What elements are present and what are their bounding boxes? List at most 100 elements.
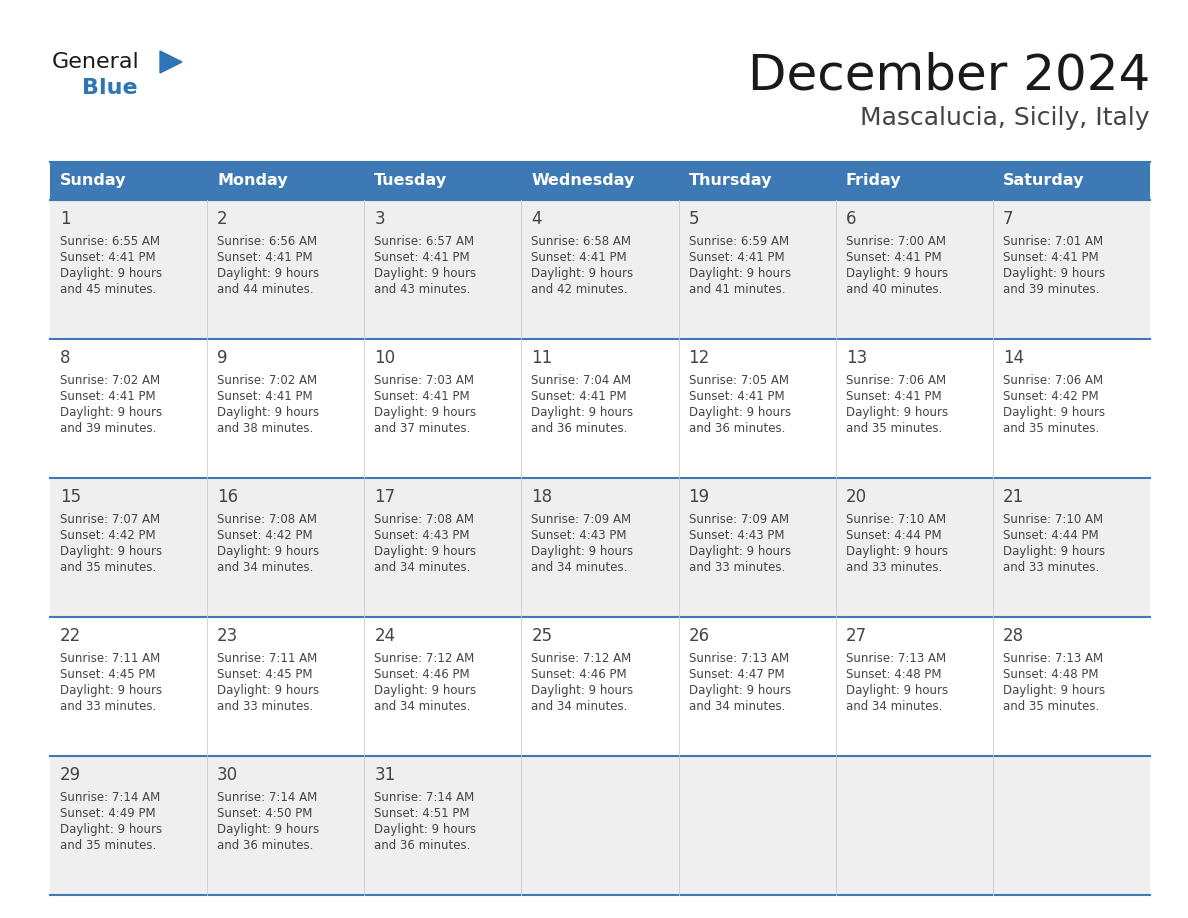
Bar xyxy=(50,617,1150,756)
Text: Daylight: 9 hours: Daylight: 9 hours xyxy=(61,406,162,419)
Bar xyxy=(50,478,1150,617)
Text: and 36 minutes.: and 36 minutes. xyxy=(531,422,627,435)
Text: 1: 1 xyxy=(61,210,70,228)
Text: Sunset: 4:51 PM: Sunset: 4:51 PM xyxy=(374,807,469,820)
Text: and 37 minutes.: and 37 minutes. xyxy=(374,422,470,435)
Text: 7: 7 xyxy=(1003,210,1013,228)
Text: and 33 minutes.: and 33 minutes. xyxy=(217,700,314,713)
Text: Sunrise: 7:07 AM: Sunrise: 7:07 AM xyxy=(61,513,160,526)
Text: Sunset: 4:41 PM: Sunset: 4:41 PM xyxy=(374,251,470,264)
Bar xyxy=(835,162,993,200)
Text: Sunset: 4:45 PM: Sunset: 4:45 PM xyxy=(61,668,156,681)
Text: 25: 25 xyxy=(531,627,552,645)
Bar xyxy=(522,162,678,200)
Text: Sunset: 4:47 PM: Sunset: 4:47 PM xyxy=(689,668,784,681)
Text: Daylight: 9 hours: Daylight: 9 hours xyxy=(689,545,791,558)
Text: Daylight: 9 hours: Daylight: 9 hours xyxy=(217,823,320,836)
Text: 22: 22 xyxy=(61,627,81,645)
Text: Sunrise: 6:57 AM: Sunrise: 6:57 AM xyxy=(374,235,474,248)
Text: 10: 10 xyxy=(374,349,396,367)
Text: and 38 minutes.: and 38 minutes. xyxy=(217,422,314,435)
Text: and 33 minutes.: and 33 minutes. xyxy=(846,561,942,574)
Text: Sunset: 4:48 PM: Sunset: 4:48 PM xyxy=(846,668,941,681)
Text: and 33 minutes.: and 33 minutes. xyxy=(61,700,157,713)
Polygon shape xyxy=(160,51,182,73)
Text: Blue: Blue xyxy=(82,78,138,98)
Text: Wednesday: Wednesday xyxy=(531,174,634,188)
Text: Sunrise: 7:02 AM: Sunrise: 7:02 AM xyxy=(217,374,317,387)
Text: Sunrise: 7:13 AM: Sunrise: 7:13 AM xyxy=(846,652,946,665)
Text: Sunrise: 7:05 AM: Sunrise: 7:05 AM xyxy=(689,374,789,387)
Text: Daylight: 9 hours: Daylight: 9 hours xyxy=(846,267,948,280)
Text: Sunset: 4:41 PM: Sunset: 4:41 PM xyxy=(374,390,470,403)
Text: Sunset: 4:50 PM: Sunset: 4:50 PM xyxy=(217,807,312,820)
Text: 4: 4 xyxy=(531,210,542,228)
Text: and 35 minutes.: and 35 minutes. xyxy=(61,839,157,852)
Bar xyxy=(50,339,1150,478)
Text: Sunrise: 7:14 AM: Sunrise: 7:14 AM xyxy=(61,791,160,804)
Text: 5: 5 xyxy=(689,210,699,228)
Text: Daylight: 9 hours: Daylight: 9 hours xyxy=(217,406,320,419)
Text: Sunrise: 7:08 AM: Sunrise: 7:08 AM xyxy=(374,513,474,526)
Text: and 36 minutes.: and 36 minutes. xyxy=(374,839,470,852)
Text: Daylight: 9 hours: Daylight: 9 hours xyxy=(374,267,476,280)
Text: Tuesday: Tuesday xyxy=(374,174,448,188)
Text: Sunset: 4:41 PM: Sunset: 4:41 PM xyxy=(61,390,156,403)
Text: Sunset: 4:41 PM: Sunset: 4:41 PM xyxy=(531,251,627,264)
Text: Sunset: 4:44 PM: Sunset: 4:44 PM xyxy=(1003,529,1099,542)
Text: Sunrise: 7:12 AM: Sunrise: 7:12 AM xyxy=(374,652,474,665)
Text: 8: 8 xyxy=(61,349,70,367)
Text: Daylight: 9 hours: Daylight: 9 hours xyxy=(531,406,633,419)
Text: Sunrise: 7:11 AM: Sunrise: 7:11 AM xyxy=(217,652,317,665)
Text: 14: 14 xyxy=(1003,349,1024,367)
Text: 13: 13 xyxy=(846,349,867,367)
Text: and 34 minutes.: and 34 minutes. xyxy=(217,561,314,574)
Text: Daylight: 9 hours: Daylight: 9 hours xyxy=(531,267,633,280)
Text: Daylight: 9 hours: Daylight: 9 hours xyxy=(1003,684,1105,697)
Text: 29: 29 xyxy=(61,766,81,784)
Bar xyxy=(993,162,1150,200)
Text: Sunset: 4:43 PM: Sunset: 4:43 PM xyxy=(374,529,469,542)
Text: Sunrise: 7:01 AM: Sunrise: 7:01 AM xyxy=(1003,235,1102,248)
Text: Sunday: Sunday xyxy=(61,174,126,188)
Text: Mascalucia, Sicily, Italy: Mascalucia, Sicily, Italy xyxy=(860,106,1150,130)
Text: Sunrise: 7:03 AM: Sunrise: 7:03 AM xyxy=(374,374,474,387)
Text: Daylight: 9 hours: Daylight: 9 hours xyxy=(846,406,948,419)
Text: Daylight: 9 hours: Daylight: 9 hours xyxy=(374,406,476,419)
Text: 24: 24 xyxy=(374,627,396,645)
Text: 31: 31 xyxy=(374,766,396,784)
Text: Daylight: 9 hours: Daylight: 9 hours xyxy=(374,684,476,697)
Text: and 44 minutes.: and 44 minutes. xyxy=(217,283,314,296)
Text: Daylight: 9 hours: Daylight: 9 hours xyxy=(1003,545,1105,558)
Text: 21: 21 xyxy=(1003,488,1024,506)
Text: Daylight: 9 hours: Daylight: 9 hours xyxy=(61,545,162,558)
Text: and 35 minutes.: and 35 minutes. xyxy=(1003,422,1099,435)
Text: Sunrise: 7:00 AM: Sunrise: 7:00 AM xyxy=(846,235,946,248)
Text: 26: 26 xyxy=(689,627,709,645)
Text: 27: 27 xyxy=(846,627,867,645)
Text: Sunrise: 6:59 AM: Sunrise: 6:59 AM xyxy=(689,235,789,248)
Text: Daylight: 9 hours: Daylight: 9 hours xyxy=(531,684,633,697)
Text: and 41 minutes.: and 41 minutes. xyxy=(689,283,785,296)
Text: Daylight: 9 hours: Daylight: 9 hours xyxy=(217,267,320,280)
Bar xyxy=(365,162,522,200)
Text: Daylight: 9 hours: Daylight: 9 hours xyxy=(689,267,791,280)
Text: and 35 minutes.: and 35 minutes. xyxy=(61,561,157,574)
Text: Sunrise: 6:56 AM: Sunrise: 6:56 AM xyxy=(217,235,317,248)
Text: Sunset: 4:43 PM: Sunset: 4:43 PM xyxy=(689,529,784,542)
Text: Daylight: 9 hours: Daylight: 9 hours xyxy=(61,684,162,697)
Text: Sunrise: 7:08 AM: Sunrise: 7:08 AM xyxy=(217,513,317,526)
Text: Sunrise: 7:09 AM: Sunrise: 7:09 AM xyxy=(531,513,632,526)
Text: and 33 minutes.: and 33 minutes. xyxy=(689,561,785,574)
Text: Sunset: 4:41 PM: Sunset: 4:41 PM xyxy=(846,390,941,403)
Text: Sunrise: 6:58 AM: Sunrise: 6:58 AM xyxy=(531,235,632,248)
Text: Sunrise: 7:13 AM: Sunrise: 7:13 AM xyxy=(1003,652,1102,665)
Text: and 39 minutes.: and 39 minutes. xyxy=(61,422,157,435)
Text: and 34 minutes.: and 34 minutes. xyxy=(531,700,627,713)
Text: Daylight: 9 hours: Daylight: 9 hours xyxy=(217,684,320,697)
Text: Sunrise: 7:10 AM: Sunrise: 7:10 AM xyxy=(846,513,946,526)
Text: 28: 28 xyxy=(1003,627,1024,645)
Text: Sunset: 4:49 PM: Sunset: 4:49 PM xyxy=(61,807,156,820)
Text: Sunset: 4:43 PM: Sunset: 4:43 PM xyxy=(531,529,627,542)
Text: 15: 15 xyxy=(61,488,81,506)
